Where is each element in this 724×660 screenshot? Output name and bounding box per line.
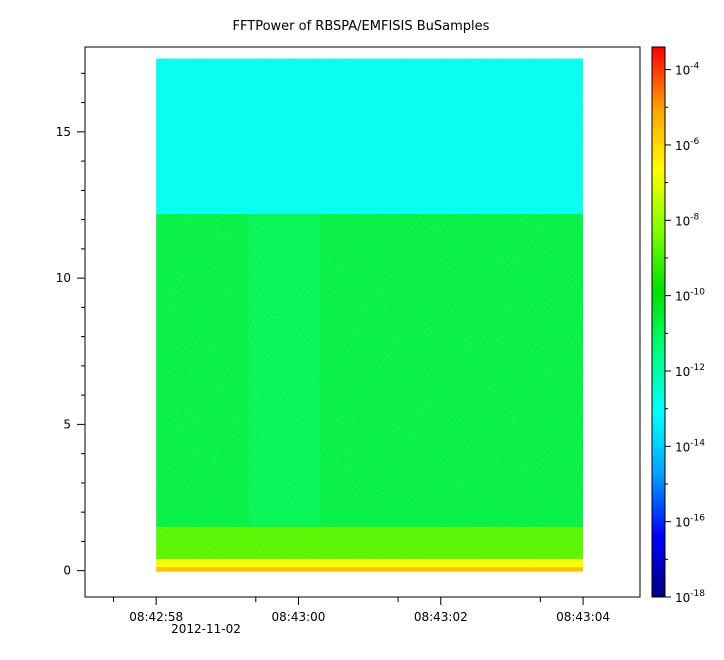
colorbar-tick-label: 10-4 [675,62,700,78]
x-tick-label: 08:43:02 [414,610,468,624]
y-tick-label: 10 [56,271,71,285]
x-date-label: 2012-11-02 [171,622,241,636]
y-axis: 0 5 10 15 [56,72,85,578]
spectrogram-image [156,58,584,572]
colorbar-tick-label: 10-8 [675,212,700,228]
colorbar-tick-label: 10-14 [675,438,705,454]
colorbar-tick-label: 10-16 [675,514,705,530]
colorbar-gradient [651,46,666,598]
plot-area [84,46,641,598]
x-tick-label: 08:43:00 [272,610,326,624]
spectrogram-noise [156,58,584,571]
colorbar-tick-label: 10-12 [675,363,705,379]
spectrogram-base-line [156,567,584,572]
y-tick-label: 0 [63,564,71,578]
x-tick-label: 08:43:04 [556,610,610,624]
colorbar-tick-label: 10-6 [675,137,700,153]
x-tick-label: 08:42:58 [129,610,183,624]
chart-title: FFTPower of RBSPA/EMFISIS BuSamples [233,19,490,34]
colorbar: 10-4 10-6 10-8 10-10 10-12 10-14 10-16 10-18 [651,46,705,605]
colorbar-tick-label: 10-18 [675,589,705,605]
colorbar-tick-label: 10-10 [675,288,705,304]
y-tick-label: 5 [63,417,71,431]
y-tick-label: 15 [56,125,71,139]
x-axis: 08:42:58 08:43:00 08:43:02 08:43:04 [112,597,610,624]
